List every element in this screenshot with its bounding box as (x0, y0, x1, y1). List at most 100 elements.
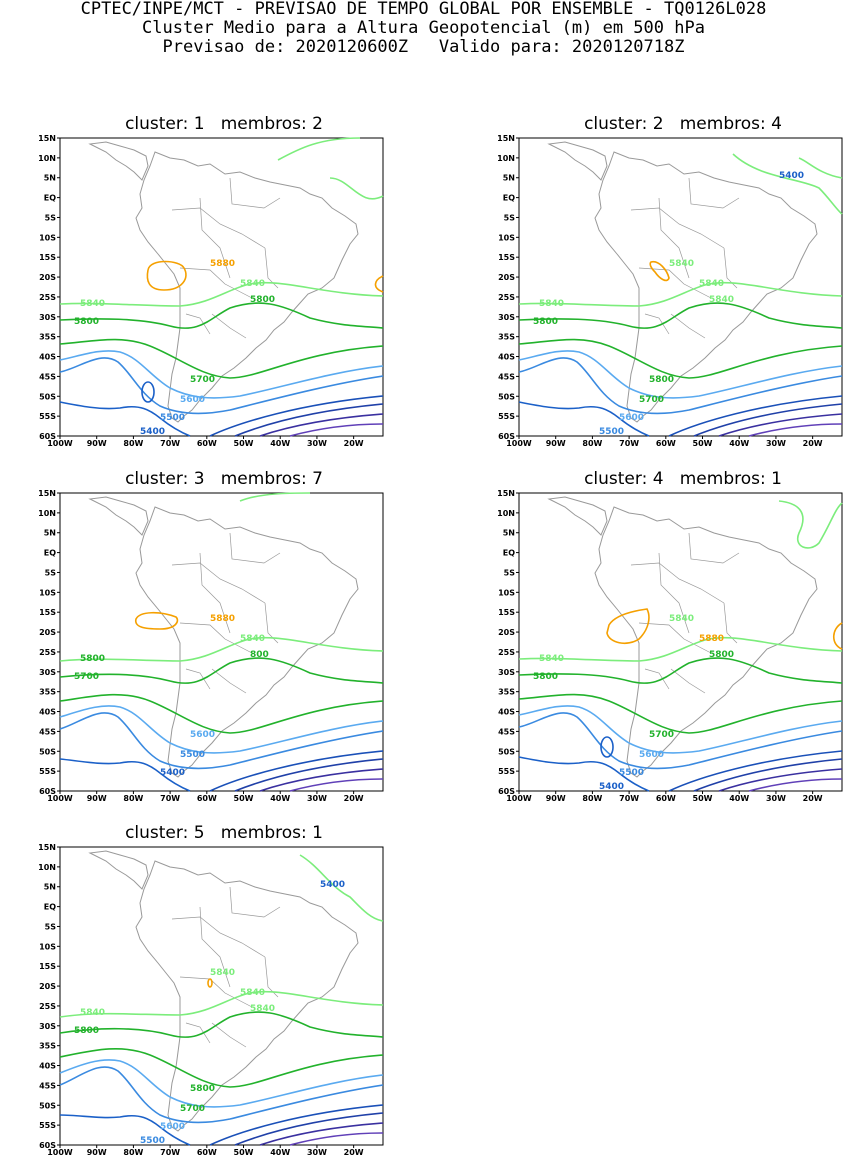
country-border (688, 177, 740, 209)
isoline-5 (518, 756, 650, 792)
isoline-8 (259, 1122, 384, 1146)
lat-tick-label: 30S (39, 313, 56, 322)
map-panel-1: 15N 10N 5N EQ 5S 10S 15S 20S 25S 30S 35S 40S 45S 50S 5… (38, 134, 384, 448)
isoline-3 (518, 350, 843, 399)
country-border (638, 267, 712, 299)
contour-label-5800: 5800 (709, 650, 734, 660)
contour-label-5600: 5600 (160, 1122, 185, 1132)
country-border (171, 916, 266, 958)
isoline-2 (59, 1047, 384, 1088)
country-border (670, 313, 706, 339)
country-border (211, 668, 247, 694)
map-panel-4: 15N 10N 5N EQ 5S 10S 15S 20S 25S 30S 35S 40S 45S 50S 5… (497, 489, 843, 803)
contour-label-5800: 5800 (533, 317, 558, 327)
contour-label-5800: 5800 (250, 295, 275, 305)
country-border (211, 1022, 247, 1048)
isoline-2 (59, 693, 384, 734)
lon-tick-label: 100W (47, 794, 73, 803)
lat-tick-label: 60S (498, 787, 515, 796)
lon-tick-label: 60W (197, 794, 217, 803)
lon-tick-label: 100W (506, 794, 532, 803)
lat-tick-label: EQ (44, 549, 56, 558)
isoline-0 (59, 636, 384, 662)
high-5880 (606, 608, 650, 645)
lat-tick-label: 40S (39, 1062, 56, 1071)
central-america-coast (88, 496, 149, 536)
contour-label-5840: 5840 (539, 654, 564, 664)
isoline-0 (59, 281, 384, 307)
country-border (723, 247, 738, 289)
lon-tick-label: 80W (123, 794, 143, 803)
lon-tick-label: 40W (270, 439, 290, 448)
header-dates: Previsao de: 2020120600Z Valido para: 20… (162, 37, 685, 57)
lat-tick-label: 30S (498, 313, 515, 322)
contour-label-5700: 5700 (74, 672, 99, 682)
central-america-coast (547, 496, 608, 536)
contour-label-5600: 5600 (619, 413, 644, 423)
lat-tick-label: 45S (39, 1081, 56, 1090)
isoline-7 (693, 758, 843, 792)
country-border (179, 267, 253, 299)
contour-label-5500: 5500 (140, 1136, 165, 1146)
contour-label-5800: 5800 (80, 654, 105, 664)
lat-tick-label: 15S (39, 608, 56, 617)
lon-tick-label: 100W (47, 1148, 73, 1157)
lat-tick-label: 15S (498, 608, 515, 617)
high-5880-edge (832, 622, 843, 650)
country-border (264, 602, 279, 644)
contour-label-5840: 5840 (669, 614, 694, 624)
lon-tick-label: 70W (160, 439, 180, 448)
lat-tick-label: 15N (38, 489, 56, 498)
lon-tick-label: 70W (160, 794, 180, 803)
lat-tick-label: 50S (39, 747, 56, 756)
lon-tick-label: 60W (656, 439, 676, 448)
contour-label-5500: 5500 (180, 750, 205, 760)
isoline-north (299, 854, 384, 922)
lon-tick-label: 90W (87, 439, 107, 448)
isoline-1 (518, 657, 843, 684)
contour-label-5700: 5700 (639, 395, 664, 405)
lat-tick-label: 10N (38, 863, 56, 872)
lon-tick-label: 60W (197, 439, 217, 448)
isoline-8 (718, 768, 843, 792)
panel-2-title: cluster: 2 membros: 4 (584, 114, 782, 134)
lat-tick-label: 10S (498, 588, 515, 597)
lat-tick-label: 35S (39, 333, 56, 342)
country-border (179, 976, 253, 1008)
lat-tick-label: 5S (45, 568, 57, 577)
country-border (185, 668, 211, 690)
lat-tick-label: 50S (498, 747, 515, 756)
lon-tick-label: 70W (619, 794, 639, 803)
coastline (135, 151, 359, 423)
contour-label-5840: 5840 (669, 259, 694, 269)
lat-tick-label: 50S (39, 1101, 56, 1110)
contour-label-5840: 5840 (80, 299, 105, 309)
central-america-coast (547, 141, 608, 181)
country-border (179, 622, 253, 654)
lon-tick-label: 20W (344, 1148, 364, 1157)
lat-tick-label: 15S (39, 253, 56, 262)
isoline-north-2 (798, 157, 843, 179)
lon-tick-label: 20W (344, 794, 364, 803)
lat-tick-label: EQ (44, 903, 56, 912)
isoline-7 (234, 1112, 384, 1146)
map-panel-2: 15N 10N 5N EQ 5S 10S 15S 20S 25S 30S 35S 40S 45S 50S 5… (497, 134, 843, 448)
country-border (171, 207, 266, 249)
coastline (594, 506, 818, 778)
lon-tick-label: 60W (656, 794, 676, 803)
contour-label-5840: 5840 (709, 295, 734, 305)
high-5880 (146, 260, 187, 291)
panel-4-title: cluster: 4 membros: 1 (584, 469, 782, 489)
lat-tick-label: 5S (504, 213, 516, 222)
lat-tick-label: 25S (498, 293, 515, 302)
country-border (638, 622, 712, 654)
map-frame (59, 492, 384, 792)
contour-label-5800: 5800 (74, 1026, 99, 1036)
isoline-6 (209, 395, 384, 437)
coastline (135, 506, 359, 778)
contour-label-5840: 5840 (210, 968, 235, 978)
lat-tick-label: 25S (498, 648, 515, 657)
lat-tick-label: 15S (39, 962, 56, 971)
lat-tick-label: 45S (39, 372, 56, 381)
lat-tick-label: 35S (498, 333, 515, 342)
